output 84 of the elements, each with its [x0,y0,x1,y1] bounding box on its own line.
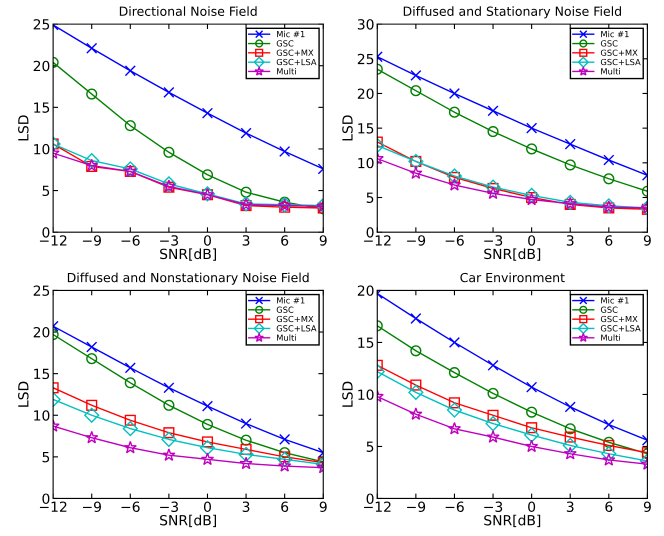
x-tick-label: −6 [446,502,464,512]
x-tick-label: −3 [484,235,502,246]
x-tick-label: −12 [364,502,391,512]
y-tick-label: 10 [34,410,50,421]
x-tick-label: 9 [644,502,651,512]
y-tick-label: 5 [42,186,50,196]
chart-title: Diffused and Nonstationary Noise Field [68,272,309,285]
legend-label: GSC+LSA [276,58,317,66]
y-axis-title: LSD [342,115,353,140]
y-tick-label: 0 [366,493,374,504]
x-tick-label: 9 [320,235,327,246]
chart-title: Car Environment [460,272,565,282]
x-axis-title: SNR[dB] [160,248,216,261]
x-tick-label: 6 [605,502,612,512]
x-tick-label: 3 [242,235,250,246]
y-tick-label: 5 [366,192,374,203]
y-tick-label: 15 [358,338,374,348]
x-tick-label: 0 [204,235,211,246]
y-tick-label: 20 [34,327,50,338]
legend-label: GSC [600,40,618,47]
x-axis-title: SNR[dB] [484,514,540,528]
legend-label: GSC [276,40,294,47]
x-tick-label: 6 [605,235,612,246]
y-tick-label: 25 [34,19,50,30]
x-tick-label: 3 [242,502,250,512]
legend-label: GSC+MX [600,50,638,56]
x-tick-label: −9 [82,235,101,246]
x-axis-title: SNR[dB] [160,514,216,528]
x-tick-label: 6 [281,502,288,512]
x-tick-label: −9 [82,502,101,512]
legend-label: GSC+MX [276,50,314,56]
y-axis-title: LSD [18,115,29,140]
legend-label: GSC+MX [600,316,638,322]
y-tick-label: 25 [34,285,50,296]
x-tick-label: −3 [484,502,502,512]
legend-label: Mic #1 [277,30,304,38]
y-axis-title: LSD [18,382,29,407]
legend-label: GSC+LSA [600,58,641,66]
legend-label: Multi [277,68,296,74]
legend-label: Mic #1 [601,30,629,38]
x-tick-label: −6 [122,235,140,246]
x-tick-label: 6 [281,235,288,246]
x-tick-label: −3 [160,235,178,246]
x-tick-label: 9 [644,235,651,246]
legend-label: Mic #1 [601,297,629,304]
y-tick-label: 25 [358,54,374,64]
legend-label: Mic #1 [277,297,304,304]
x-tick-label: −6 [122,502,140,512]
x-axis-title: SNR[dB] [484,248,540,261]
y-tick-label: 5 [42,452,50,462]
x-tick-label: 9 [320,502,327,512]
y-tick-label: 15 [34,368,50,380]
legend-label: Multi [601,68,620,74]
y-tick-label: 20 [358,285,374,296]
legend-label: Multi [277,334,296,341]
x-tick-label: −3 [160,502,178,512]
legend-label: GSC+LSA [600,325,641,332]
y-axis-title: LSD [342,382,353,407]
x-tick-label: −9 [407,235,426,246]
y-tick-label: 20 [358,88,374,99]
y-tick-label: 10 [34,144,50,154]
y-tick-label: 10 [358,389,374,400]
y-tick-label: 15 [34,102,50,113]
chart-title: Directional Noise Field [120,6,257,16]
x-tick-label: 0 [528,502,536,512]
y-tick-label: 30 [358,19,374,30]
legend-label: GSC [600,306,618,313]
legend-label: GSC+MX [276,316,314,322]
x-tick-label: −12 [40,502,66,512]
y-tick-label: 0 [42,493,50,504]
x-tick-label: 0 [204,502,211,512]
legend-label: Multi [601,334,620,341]
y-tick-label: 20 [34,60,50,72]
x-tick-label: −6 [446,235,464,246]
x-tick-label: 0 [528,235,536,246]
legend-label: GSC [276,306,294,313]
y-tick-label: 10 [358,158,374,168]
chart-title: Diffused and Stationary Noise Field [404,6,621,18]
x-tick-label: 3 [566,502,574,512]
y-tick-label: 5 [366,442,374,452]
legend-label: GSC+LSA [276,325,317,332]
x-tick-label: 3 [566,235,574,246]
x-tick-label: −9 [407,502,426,512]
y-tick-label: 15 [358,123,374,134]
